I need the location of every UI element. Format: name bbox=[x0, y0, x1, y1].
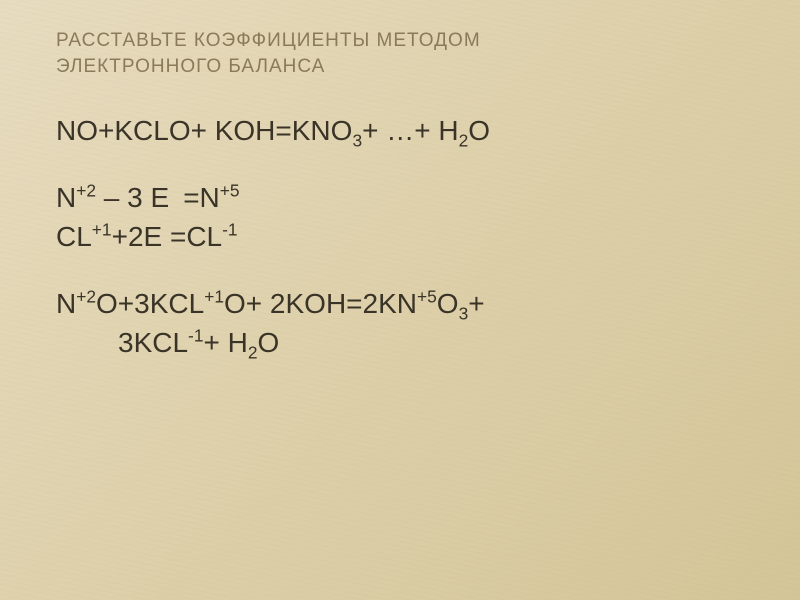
equation-initial: NO+KCLO+ KOH=KNO3+ …+ H2O bbox=[56, 113, 752, 148]
h1-a2: – 3 E bbox=[96, 182, 169, 213]
equation-balanced-line1: N+2O+3KCL+1O+ 2KOH=2KN+5O3+ bbox=[56, 286, 752, 321]
e2-sup1: +2 bbox=[76, 287, 96, 307]
h1-a1: N bbox=[56, 182, 76, 213]
eq1-seg3: O bbox=[468, 115, 490, 146]
eq1-seg1: NO+KCLO+ KOH=KNO bbox=[56, 115, 352, 146]
e2-sup2: +1 bbox=[204, 287, 224, 307]
title-line-1: РАССТАВЬТЕ КОЭФФИЦИЕНТЫ МЕТОДОМ bbox=[56, 28, 752, 54]
equation-balanced-line2: 3KCL-1+ H2O bbox=[56, 325, 752, 360]
e3-d2: + H bbox=[203, 327, 247, 358]
e2-sup3: +5 bbox=[417, 287, 437, 307]
title-line-2: ЭЛЕКТРОННОГО БАЛАНСА bbox=[56, 54, 752, 80]
e2-c4: O bbox=[437, 288, 459, 319]
h2-sup1: +1 bbox=[92, 220, 112, 240]
e3-sub1: 2 bbox=[248, 343, 258, 363]
half-reaction-chlorine: CL+1+2E =CL-1 bbox=[56, 219, 752, 254]
slide: РАССТАВЬТЕ КОЭФФИЦИЕНТЫ МЕТОДОМ ЭЛЕКТРОН… bbox=[0, 0, 800, 384]
e2-c3: O+ 2KOH=2KN bbox=[224, 288, 417, 319]
half-reaction-nitrogen: N+2 – 3 E =N+5 bbox=[56, 180, 752, 215]
e2-c5: + bbox=[468, 288, 484, 319]
e2-sub1: 3 bbox=[459, 304, 469, 324]
h1-sup1: +2 bbox=[76, 181, 96, 201]
h2-b2: +2E =CL bbox=[112, 221, 223, 252]
h1-sup2: +5 bbox=[220, 181, 240, 201]
e3-d1: 3KCL bbox=[118, 327, 188, 358]
h2-b1: CL bbox=[56, 221, 92, 252]
e3-d3: O bbox=[258, 327, 280, 358]
e3-sup1: -1 bbox=[188, 326, 203, 346]
e2-c1: N bbox=[56, 288, 76, 319]
eq1-seg2: + …+ H bbox=[362, 115, 458, 146]
h2-sup2: -1 bbox=[222, 220, 237, 240]
e2-c2: O+3KCL bbox=[96, 288, 204, 319]
eq1-sub2: 2 bbox=[459, 131, 469, 151]
eq1-sub1: 3 bbox=[352, 131, 362, 151]
slide-title: РАССТАВЬТЕ КОЭФФИЦИЕНТЫ МЕТОДОМ ЭЛЕКТРОН… bbox=[56, 28, 752, 79]
h1-a3: =N bbox=[183, 182, 220, 213]
